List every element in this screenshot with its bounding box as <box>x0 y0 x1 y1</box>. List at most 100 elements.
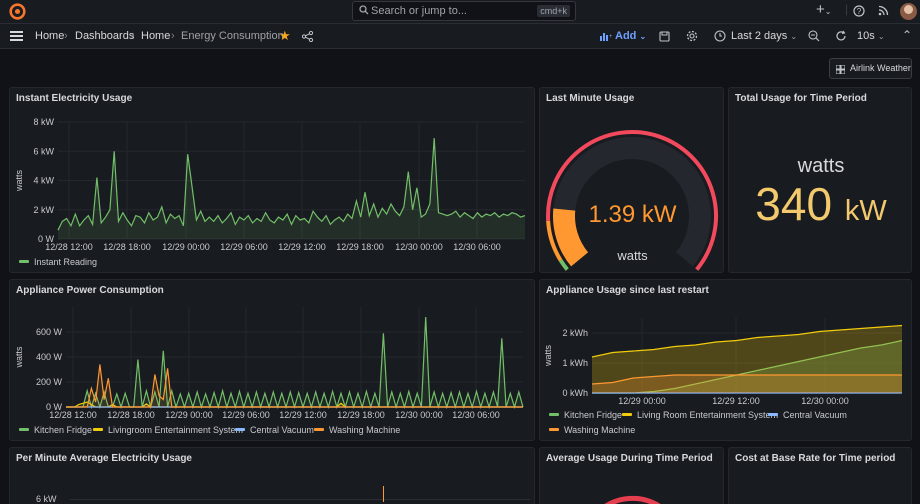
dashboard-grid-icon <box>836 65 845 74</box>
legend-item-washing-machine[interactable]: Washing Machine <box>314 425 400 435</box>
search-placeholder: Search or jump to... <box>371 5 467 17</box>
y-tick-label: 200 W <box>36 377 63 387</box>
legend-item-central-vacuum[interactable]: Central Vacuum <box>768 410 847 420</box>
time-range-picker[interactable]: Last 2 days ⌄ <box>731 30 798 42</box>
series-line <box>591 324 903 358</box>
series-area <box>58 138 525 239</box>
svg-text:?: ? <box>857 7 862 16</box>
y-tick-label: 2 kWh <box>562 328 588 338</box>
breadcrumb-home-folder[interactable]: Home <box>141 30 171 42</box>
new-plus-button[interactable]: +⌄ <box>816 1 832 18</box>
threshold-band-red <box>546 130 718 271</box>
x-tick-label: 12/29 12:00 <box>278 242 326 252</box>
legend-item-washing-machine[interactable]: Washing Machine <box>549 425 635 435</box>
gauge-unit-label: watts <box>617 248 648 263</box>
series-area <box>592 375 902 393</box>
refresh-icon[interactable] <box>835 30 847 42</box>
add-button[interactable]: Add ⌄ <box>615 30 647 42</box>
instant-usage-chart: 0 W 2 kW 4 kW 6 kW 8 kW watts 12/28 12:00 12/28… <box>14 117 526 252</box>
y-tick-label: 600 W <box>36 327 63 337</box>
y-tick-label: 2 kW <box>33 205 54 215</box>
panel-average-usage[interactable]: Average Usage During Time Period <box>539 447 724 504</box>
x-tick-label: 12/29 00:00 <box>165 410 213 420</box>
appliance-usage-chart: 0 kWh 1 kWh 2 kWh watts 12/29 00:00 12/29 12:… <box>543 318 903 406</box>
legend-item-living-room-entertainment[interactable]: Living Room Entertainment System <box>622 410 778 420</box>
panel-last-minute-usage[interactable]: Last Minute Usage 1.39 kW watts <box>539 87 724 273</box>
panel-title: Per Minute Average Electricity Usage <box>16 453 192 464</box>
x-tick-label: 12/29 12:00 <box>279 410 327 420</box>
breadcrumb-home[interactable]: Home <box>35 30 65 42</box>
rss-icon[interactable] <box>878 5 889 16</box>
help-icon[interactable]: ? <box>853 5 865 17</box>
grid-line <box>70 499 530 500</box>
panel-title: Cost at Base Rate for Time period <box>735 453 896 464</box>
x-tick-label: 12/30 00:00 <box>801 396 849 406</box>
y-tick-label: 8 kW <box>33 117 54 127</box>
airlink-weather-label: Airlink Weather <box>850 63 911 73</box>
x-tick-label: 12/29 06:00 <box>222 410 270 420</box>
zoom-out-icon[interactable] <box>808 30 820 42</box>
x-tick-label: 12/28 12:00 <box>49 410 97 420</box>
y-tick-label: 0 W <box>38 234 55 244</box>
series-area <box>66 317 523 407</box>
clock-icon <box>714 30 726 42</box>
x-tick-label: 12/30 00:00 <box>395 410 443 420</box>
x-tick-label: 12/29 00:00 <box>162 242 210 252</box>
y-tick-label: 400 W <box>36 352 63 362</box>
y-axis-label: watts <box>14 170 24 193</box>
panel-appliance-power[interactable]: Appliance Power Consumption 0 W 200 W 400 … <box>9 279 535 441</box>
legend-item-central-vacuum[interactable]: Central Vacuum <box>235 425 314 435</box>
menu-toggle-icon[interactable] <box>10 31 23 41</box>
save-icon[interactable] <box>659 31 670 42</box>
x-tick-label: 12/30 06:00 <box>452 410 500 420</box>
series-line <box>591 374 902 385</box>
panel-per-minute-average[interactable]: Per Minute Average Electricity Usage 6 k… <box>9 447 535 504</box>
y-tick-label: 0 kWh <box>562 388 588 398</box>
x-tick-label: 12/29 00:00 <box>618 396 666 406</box>
average-usage-gauge <box>604 495 661 504</box>
panel-appliance-usage[interactable]: Appliance Usage since last restart 0 kWh… <box>539 279 912 441</box>
panel-cost-base-rate[interactable]: Cost at Base Rate for Time period <box>728 447 912 504</box>
search-shortcut: cmd+k <box>537 5 570 17</box>
svg-text:+: + <box>609 34 612 40</box>
x-tick-label: 12/28 12:00 <box>45 242 93 252</box>
y-axis-label: watts <box>543 345 553 368</box>
refresh-interval-picker[interactable]: 10s ⌄ <box>857 30 885 42</box>
x-tick-label: 12/30 06:00 <box>453 242 501 252</box>
legend-item-kitchen-fridge[interactable]: Kitchen Fridge <box>549 410 622 420</box>
panel-title: Average Usage During Time Period <box>546 453 713 464</box>
breadcrumb-dashboards[interactable]: Dashboards <box>75 30 135 42</box>
breadcrumb-separator: › <box>171 30 175 42</box>
settings-gear-icon[interactable] <box>686 30 698 42</box>
panel-title: Total Usage for Time Period <box>735 93 867 104</box>
y-tick-label: 0 W <box>46 402 63 412</box>
dashboard-nav-bar: Home › Dashboards › Home › Energy Consum… <box>0 24 920 49</box>
user-avatar[interactable] <box>900 3 917 20</box>
legend-item-livingroom-entertainment[interactable]: Livingroom Entertainment System <box>93 425 243 435</box>
panel-title: Appliance Usage since last restart <box>546 285 709 296</box>
threshold-band-green <box>558 259 569 271</box>
collapse-chevron-up-icon[interactable]: ⌃ <box>902 28 913 42</box>
star-icon[interactable]: ★ <box>279 28 291 43</box>
y-tick-label: 1 kWh <box>562 358 588 368</box>
x-tick-label: 12/28 18:00 <box>103 242 151 252</box>
panel-instant-usage[interactable]: Instant Electricity Usage 0 W 2 kW 4 kW 6 k… <box>9 87 535 273</box>
panel-total-usage[interactable]: Total Usage for Time Period watts 340 kW <box>728 87 912 273</box>
y-axis-label: watts <box>14 346 24 369</box>
airlink-weather-link[interactable]: Airlink Weather <box>829 58 912 79</box>
legend-item-instant-reading[interactable]: Instant Reading <box>19 257 97 267</box>
breadcrumb-separator: › <box>64 30 68 42</box>
breadcrumb-current: Energy Consumption <box>181 30 284 42</box>
gauge-value: 1.39 kW <box>588 201 677 228</box>
search-input[interactable]: Search or jump to... cmd+k <box>352 1 576 21</box>
grafana-logo-icon[interactable] <box>9 3 26 20</box>
series-line <box>66 364 523 408</box>
share-icon[interactable] <box>302 31 313 42</box>
series-line <box>66 316 524 410</box>
panel-title: Instant Electricity Usage <box>16 93 133 104</box>
y-tick-label: 4 kW <box>33 176 54 186</box>
x-tick-label: 12/29 12:00 <box>712 396 760 406</box>
legend-item-kitchen-fridge[interactable]: Kitchen Fridge <box>19 425 92 435</box>
x-tick-label: 12/29 18:00 <box>336 242 384 252</box>
divider: | <box>845 2 849 16</box>
